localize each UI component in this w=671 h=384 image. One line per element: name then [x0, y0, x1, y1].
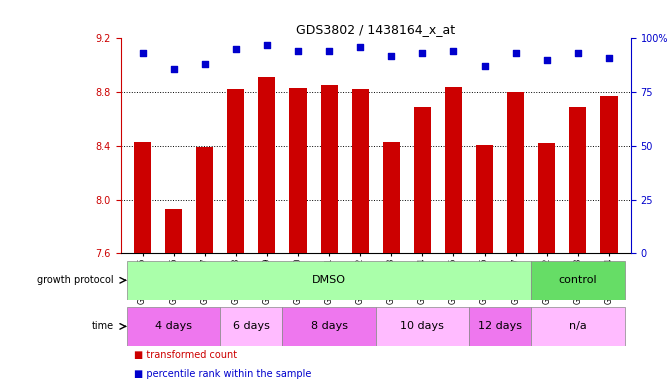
Point [199, 61, 210, 67]
Bar [282, 307, 376, 346]
Point [323, 48, 334, 55]
Bar [220, 307, 282, 346]
Bar [538, 143, 556, 253]
Bar [569, 107, 586, 253]
Point [448, 48, 459, 55]
Point [355, 44, 366, 50]
Bar [196, 147, 213, 253]
Bar [258, 78, 276, 253]
Point [137, 50, 148, 56]
Point [293, 48, 303, 55]
Bar [165, 209, 183, 253]
Text: ■ transformed count: ■ transformed count [134, 350, 238, 360]
Bar [531, 307, 625, 346]
Bar [476, 145, 493, 253]
Point [262, 42, 272, 48]
Point [230, 46, 241, 52]
Text: control: control [558, 275, 597, 285]
Bar [321, 86, 338, 253]
Text: growth protocol: growth protocol [38, 275, 114, 285]
Bar [352, 89, 369, 253]
Bar [227, 89, 244, 253]
Text: 6 days: 6 days [233, 321, 270, 331]
Text: DMSO: DMSO [312, 275, 346, 285]
Point [604, 55, 615, 61]
Bar [507, 92, 524, 253]
Point [479, 63, 490, 70]
Bar [289, 88, 307, 253]
Bar [445, 87, 462, 253]
Bar [414, 107, 431, 253]
Bar [382, 142, 400, 253]
Text: 10 days: 10 days [401, 321, 444, 331]
Bar [376, 307, 469, 346]
Text: n/a: n/a [569, 321, 586, 331]
Point [386, 53, 397, 59]
Bar [469, 307, 531, 346]
Text: ■ percentile rank within the sample: ■ percentile rank within the sample [134, 369, 311, 379]
Bar [127, 307, 220, 346]
Point [511, 50, 521, 56]
Point [168, 65, 179, 71]
Text: 8 days: 8 days [311, 321, 348, 331]
Text: 12 days: 12 days [478, 321, 522, 331]
Text: time: time [92, 321, 114, 331]
Title: GDS3802 / 1438164_x_at: GDS3802 / 1438164_x_at [296, 23, 456, 36]
Bar [601, 96, 617, 253]
Bar [531, 261, 625, 300]
Bar [127, 261, 531, 300]
Point [572, 50, 583, 56]
Point [417, 50, 428, 56]
Bar [134, 142, 151, 253]
Text: 4 days: 4 days [155, 321, 192, 331]
Point [541, 57, 552, 63]
